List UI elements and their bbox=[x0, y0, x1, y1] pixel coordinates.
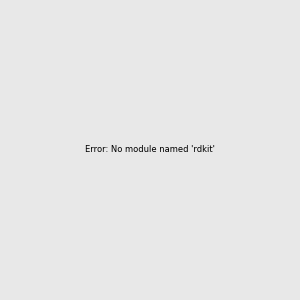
Text: Error: No module named 'rdkit': Error: No module named 'rdkit' bbox=[85, 146, 215, 154]
